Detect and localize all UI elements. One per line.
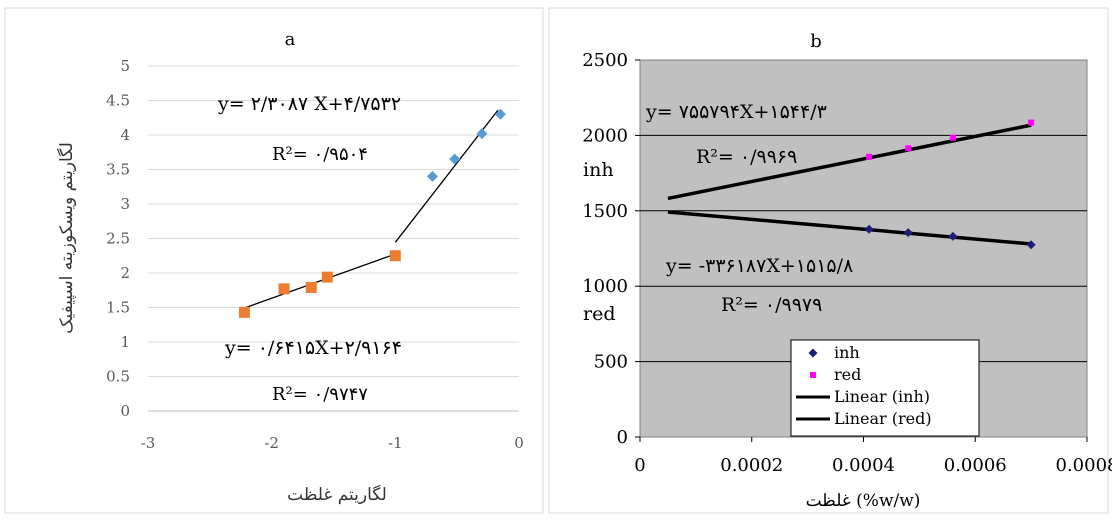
y-tick-label: 2000 bbox=[582, 125, 628, 146]
x-tick-label: 0.0006 bbox=[944, 455, 1007, 476]
x-tick-label: 0 bbox=[514, 434, 524, 452]
chart-a-svg: 0 0.5 1 1.5 2 2.5 3 3.5 4 4.5 5 -3 -2 -1 0 a لگاریتم غلظ… bbox=[4, 7, 544, 514]
equation-label: y= ۰/۶۴۱۵X+۲/۹۱۶۴ bbox=[224, 337, 402, 359]
y-tick-label: 3.5 bbox=[106, 161, 130, 179]
chart-title: a bbox=[285, 29, 296, 50]
trendline bbox=[667, 123, 1032, 201]
data-point bbox=[476, 128, 488, 140]
y-tick-label: 4.5 bbox=[106, 92, 130, 110]
y-tick-label: 1000 bbox=[582, 276, 628, 297]
data-point bbox=[426, 170, 438, 182]
r2-label: R²= ۰/۹۹۶۹ bbox=[696, 146, 797, 168]
r2-label: R²= ۰/۹۵۰۴ bbox=[272, 144, 368, 165]
data-point bbox=[494, 108, 506, 120]
y-tick-label: 1500 bbox=[582, 201, 628, 222]
legend-marker bbox=[810, 372, 816, 378]
data-point bbox=[321, 271, 333, 283]
trendline bbox=[667, 210, 1032, 246]
side-label: red bbox=[583, 303, 616, 325]
equation-label: y= ۷۵۵۷۹۴X+۱۵۴۴/۳ bbox=[645, 101, 827, 123]
y-tick-label: 0 bbox=[617, 427, 628, 448]
y-tick-label: 5 bbox=[120, 57, 130, 75]
equation-label: y= -۳۳۶۱۸۷X+۱۵۱۵/۸ bbox=[665, 255, 853, 277]
data-point bbox=[389, 250, 401, 262]
legend: inh red Linear (inh) Linear (red) bbox=[790, 339, 980, 437]
x-tick-label: -1 bbox=[388, 434, 403, 452]
data-point bbox=[1028, 119, 1035, 126]
legend-marker bbox=[808, 348, 818, 358]
data-point bbox=[278, 283, 290, 295]
side-label: inh bbox=[583, 159, 614, 181]
data-point bbox=[948, 231, 958, 241]
y-tick-label: 1 bbox=[120, 333, 130, 351]
data-point bbox=[905, 145, 912, 152]
y-tick-label: 2 bbox=[120, 264, 130, 282]
y-axis-title: لگاریتم ویسکوزیته اسپیفیک bbox=[56, 142, 77, 334]
data-point bbox=[903, 228, 913, 238]
x-tick-label: -3 bbox=[141, 434, 156, 452]
chart-title: b bbox=[810, 31, 822, 52]
legend-label: red bbox=[834, 365, 861, 384]
y-tick-label: 2.5 bbox=[106, 230, 130, 248]
y-tick-label: 3 bbox=[120, 195, 130, 213]
legend-label: Linear (inh) bbox=[834, 387, 930, 406]
data-point bbox=[449, 153, 461, 165]
chart-b-svg: 0 500 1000 1500 2000 2500 0 0.0002 0.0004 0.0006 0… bbox=[548, 7, 1112, 514]
y-tick-label: 0.5 bbox=[106, 368, 130, 386]
r2-label: R²= ۰/۹۷۴۷ bbox=[272, 384, 368, 405]
data-point bbox=[866, 153, 873, 160]
legend-label: Linear (red) bbox=[834, 409, 932, 428]
y-tick-label: 500 bbox=[594, 352, 628, 373]
chart-panel-b: 0 500 1000 1500 2000 2500 0 0.0002 0.0004 0.0006 0… bbox=[548, 0, 1112, 518]
x-tick-label: 0.0002 bbox=[720, 455, 783, 476]
x-tick-label: 0 bbox=[634, 455, 645, 476]
y-tick-label: 1.5 bbox=[106, 299, 130, 317]
y-tick-label: 2500 bbox=[582, 50, 628, 71]
y-tick-label: 4 bbox=[120, 126, 130, 144]
trendline bbox=[244, 253, 396, 309]
x-axis-title: لگاریتم غلظت bbox=[287, 484, 387, 505]
x-tick-label: 0.0004 bbox=[832, 455, 895, 476]
x-axis-title: غلظت (%w/w) bbox=[806, 491, 921, 511]
data-point bbox=[1026, 240, 1036, 250]
equation-label: y= ۲/۳۰۸۷ X+۴/۷۵۳۲ bbox=[217, 93, 401, 115]
r2-label: R²= ۰/۹۹۷۹ bbox=[721, 294, 822, 316]
data-point bbox=[864, 224, 874, 234]
chart-panel-a: 0 0.5 1 1.5 2 2.5 3 3.5 4 4.5 5 -3 -2 -1 0 a لگاریتم غلظ… bbox=[0, 0, 548, 518]
data-point bbox=[238, 306, 250, 318]
data-point bbox=[305, 281, 317, 293]
data-point bbox=[949, 134, 956, 141]
y-tick-label: 0 bbox=[120, 402, 130, 420]
x-tick-label: 0.0008 bbox=[1056, 455, 1112, 476]
x-tick-label: -2 bbox=[264, 434, 279, 452]
legend-label: inh bbox=[834, 343, 860, 362]
